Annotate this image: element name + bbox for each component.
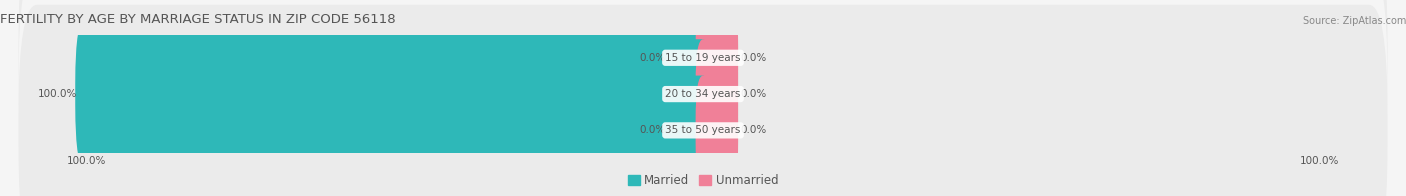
FancyBboxPatch shape [668,3,710,113]
Text: FERTILITY BY AGE BY MARRIAGE STATUS IN ZIP CODE 56118: FERTILITY BY AGE BY MARRIAGE STATUS IN Z… [0,13,395,26]
Text: Source: ZipAtlas.com: Source: ZipAtlas.com [1302,16,1406,26]
Text: 0.0%: 0.0% [740,89,766,99]
FancyBboxPatch shape [18,5,1388,196]
Text: 15 to 19 years: 15 to 19 years [665,53,741,63]
FancyBboxPatch shape [696,76,738,185]
Text: 0.0%: 0.0% [640,53,666,63]
FancyBboxPatch shape [18,0,1388,196]
Legend: Married, Unmarried: Married, Unmarried [623,169,783,192]
FancyBboxPatch shape [18,0,1388,183]
Text: 0.0%: 0.0% [740,53,766,63]
FancyBboxPatch shape [696,39,738,149]
FancyBboxPatch shape [668,39,710,149]
Text: 0.0%: 0.0% [640,125,666,135]
Text: 0.0%: 0.0% [740,125,766,135]
Text: 20 to 34 years: 20 to 34 years [665,89,741,99]
FancyBboxPatch shape [668,76,710,185]
FancyBboxPatch shape [76,17,714,171]
FancyBboxPatch shape [696,3,738,113]
Text: 35 to 50 years: 35 to 50 years [665,125,741,135]
Text: 100.0%: 100.0% [38,89,77,99]
